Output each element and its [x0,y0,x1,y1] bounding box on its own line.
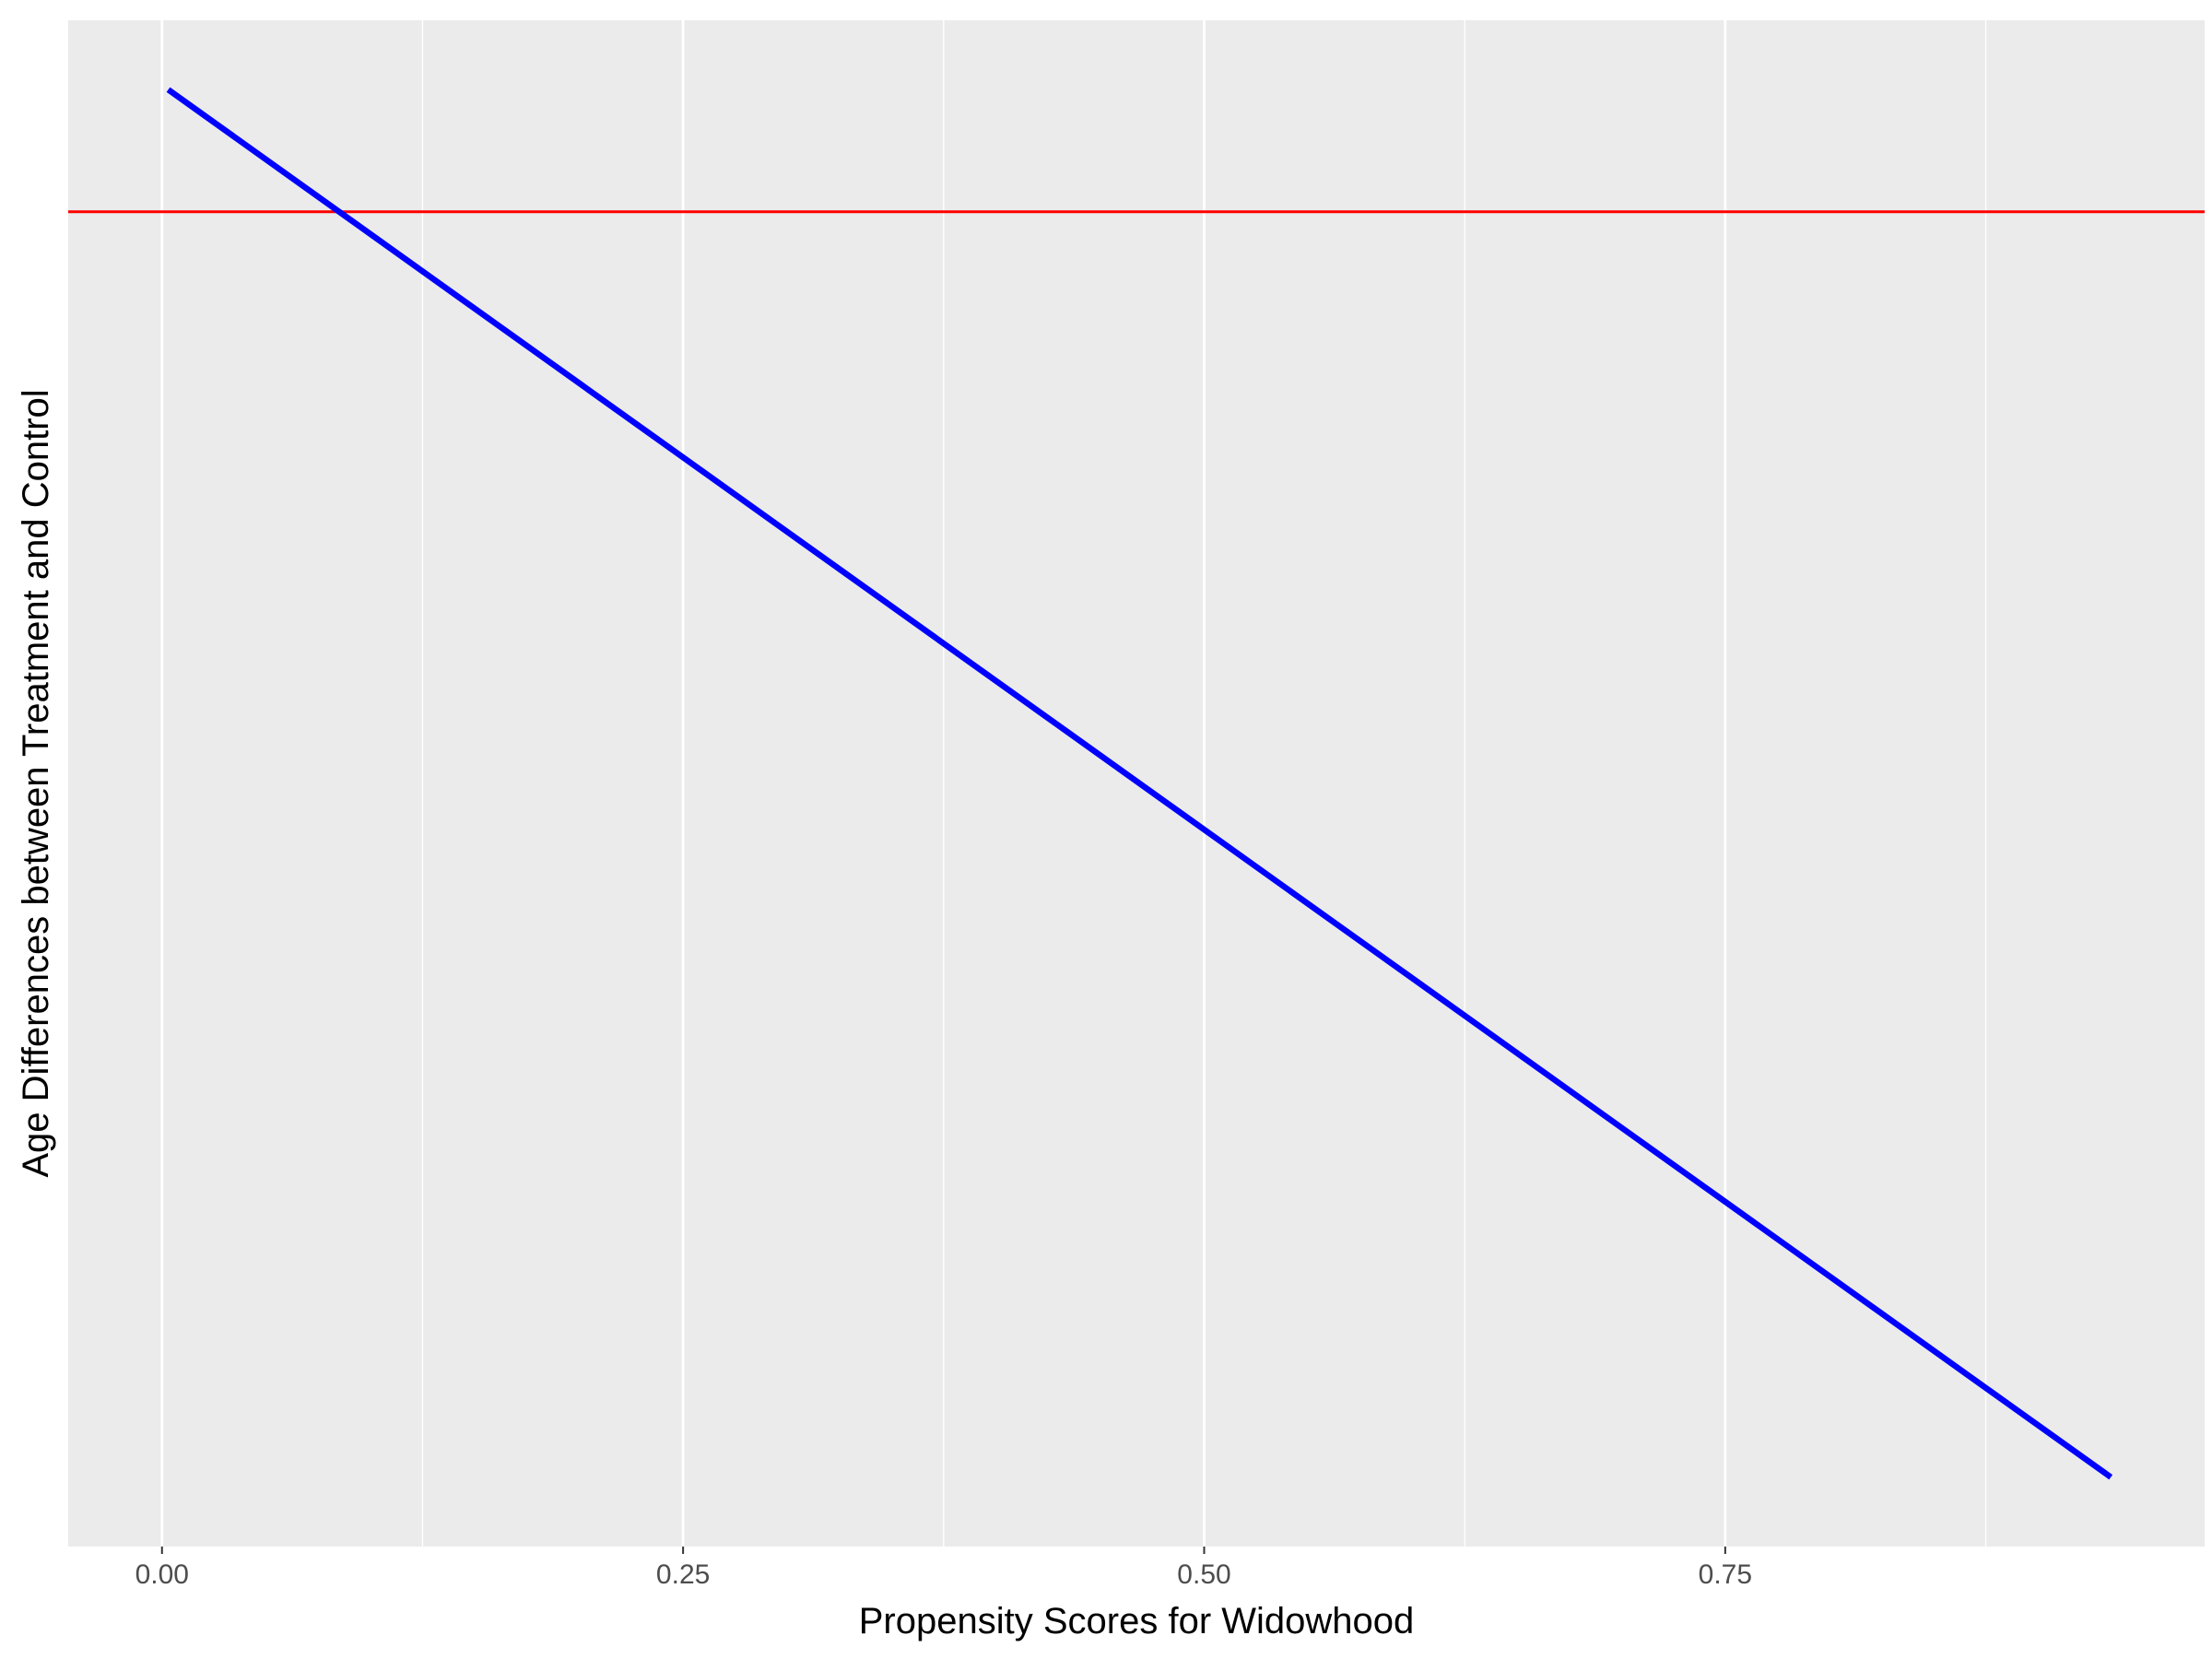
x-tick-label-3: 0.75 [1699,1559,1752,1590]
series-lines [166,87,2113,1480]
x-axis-title: Propensity Scores for Widowhood [859,1601,1415,1641]
x-axis-tick-labels: 0.00 0.25 0.50 0.75 [135,1559,1752,1590]
x-tick-label-1: 0.25 [656,1559,710,1590]
y-axis-title: Age Differences between Treatment and Co… [16,389,56,1177]
x-axis-ticks [160,1547,1726,1554]
major-gridlines [160,20,1727,1547]
series-line-0 [166,87,2113,1480]
x-tick-label-0: 0.00 [135,1559,189,1590]
x-tick-label-2: 0.50 [1177,1559,1230,1590]
